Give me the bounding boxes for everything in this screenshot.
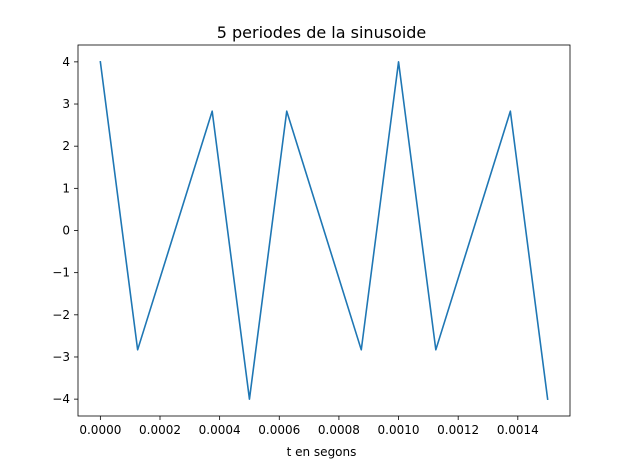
y-tick-label: 0 <box>62 224 70 238</box>
x-tick-label: 0.0014 <box>497 423 539 437</box>
x-axis-label: t en segons <box>287 445 357 459</box>
y-tick-label: 2 <box>62 139 70 153</box>
series-line-0 <box>99 60 549 401</box>
y-tick-label: 3 <box>62 97 70 111</box>
x-tick-label: 0.0004 <box>199 423 241 437</box>
y-tick-label: −4 <box>52 392 70 406</box>
plot-area: 0.0000 0.0002 0.0004 0.0006 0.0008 0.0010 0.00… <box>52 44 571 437</box>
chart-title: 5 periodes de la sinusoide <box>217 23 427 42</box>
x-tick-label: 0.0010 <box>378 423 420 437</box>
x-tick-label: 0.0000 <box>79 423 121 437</box>
y-tick-label: 4 <box>62 55 70 69</box>
x-tick-label: 0.0008 <box>318 423 360 437</box>
axes-frame <box>77 44 571 417</box>
y-tick-label: −3 <box>52 350 70 364</box>
y-tick-label: −2 <box>52 308 70 322</box>
x-tick-label: 0.0006 <box>258 423 300 437</box>
x-tick-label: 0.0012 <box>437 423 479 437</box>
y-tick-label: 1 <box>62 181 70 195</box>
x-tick-label: 0.0002 <box>139 423 181 437</box>
y-tick-label: −1 <box>52 266 70 280</box>
